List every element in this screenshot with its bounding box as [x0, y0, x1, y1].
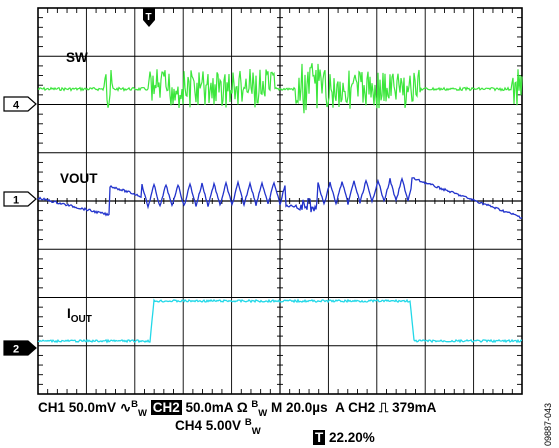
- ch2-scale: 50.0mA: [185, 400, 234, 415]
- ch2-tag: CH2: [150, 400, 182, 415]
- ch4-scale: CH4 5.00V: [175, 418, 242, 433]
- channel-1-marker: [3, 191, 37, 207]
- trigger-pos-icon: T: [313, 430, 326, 445]
- vout-trace: [37, 176, 523, 219]
- trigger-marker-label: T: [146, 12, 152, 23]
- trigger-level: 379mA: [392, 400, 437, 415]
- iout-trace: [37, 298, 523, 344]
- trigger-marker-icon: [143, 8, 155, 27]
- channel-1-marker-label: 1: [13, 195, 19, 207]
- trigger-slope-icon: ⎍: [378, 400, 389, 415]
- channel-2-marker: [3, 340, 37, 356]
- channel-2-marker-label: 2: [13, 344, 19, 356]
- trigger-position: 22.20%: [329, 430, 375, 445]
- sw-label: SW: [66, 50, 88, 65]
- footer-line-3: T 22.20%: [313, 430, 375, 445]
- channel-4-marker: [3, 96, 37, 112]
- sw-trace: [37, 63, 523, 114]
- ch1-coupling-icon: ∿: [119, 400, 132, 415]
- graticule: [37, 7, 523, 395]
- ch2-coupling-icon: Ω: [236, 400, 248, 415]
- traces: [37, 63, 523, 344]
- figure-id: 09887-043: [543, 402, 553, 446]
- timebase: M 20.0µs: [271, 400, 328, 415]
- ch1-scale: CH1 50.0mV: [38, 400, 117, 415]
- vout-label: VOUT: [60, 171, 98, 186]
- iout-label: IOUT: [67, 306, 92, 325]
- channel-4-marker-label: 4: [13, 100, 20, 112]
- channel-markers: 4 1 2 T: [3, 8, 155, 356]
- footer-line-1: CH1 50.0mV ∿BW CH2 50.0mA Ω BW M 20.0µs …: [38, 399, 437, 419]
- footer-line-2: CH4 5.00V BW: [175, 417, 261, 437]
- trigger-source: A CH2: [335, 400, 376, 415]
